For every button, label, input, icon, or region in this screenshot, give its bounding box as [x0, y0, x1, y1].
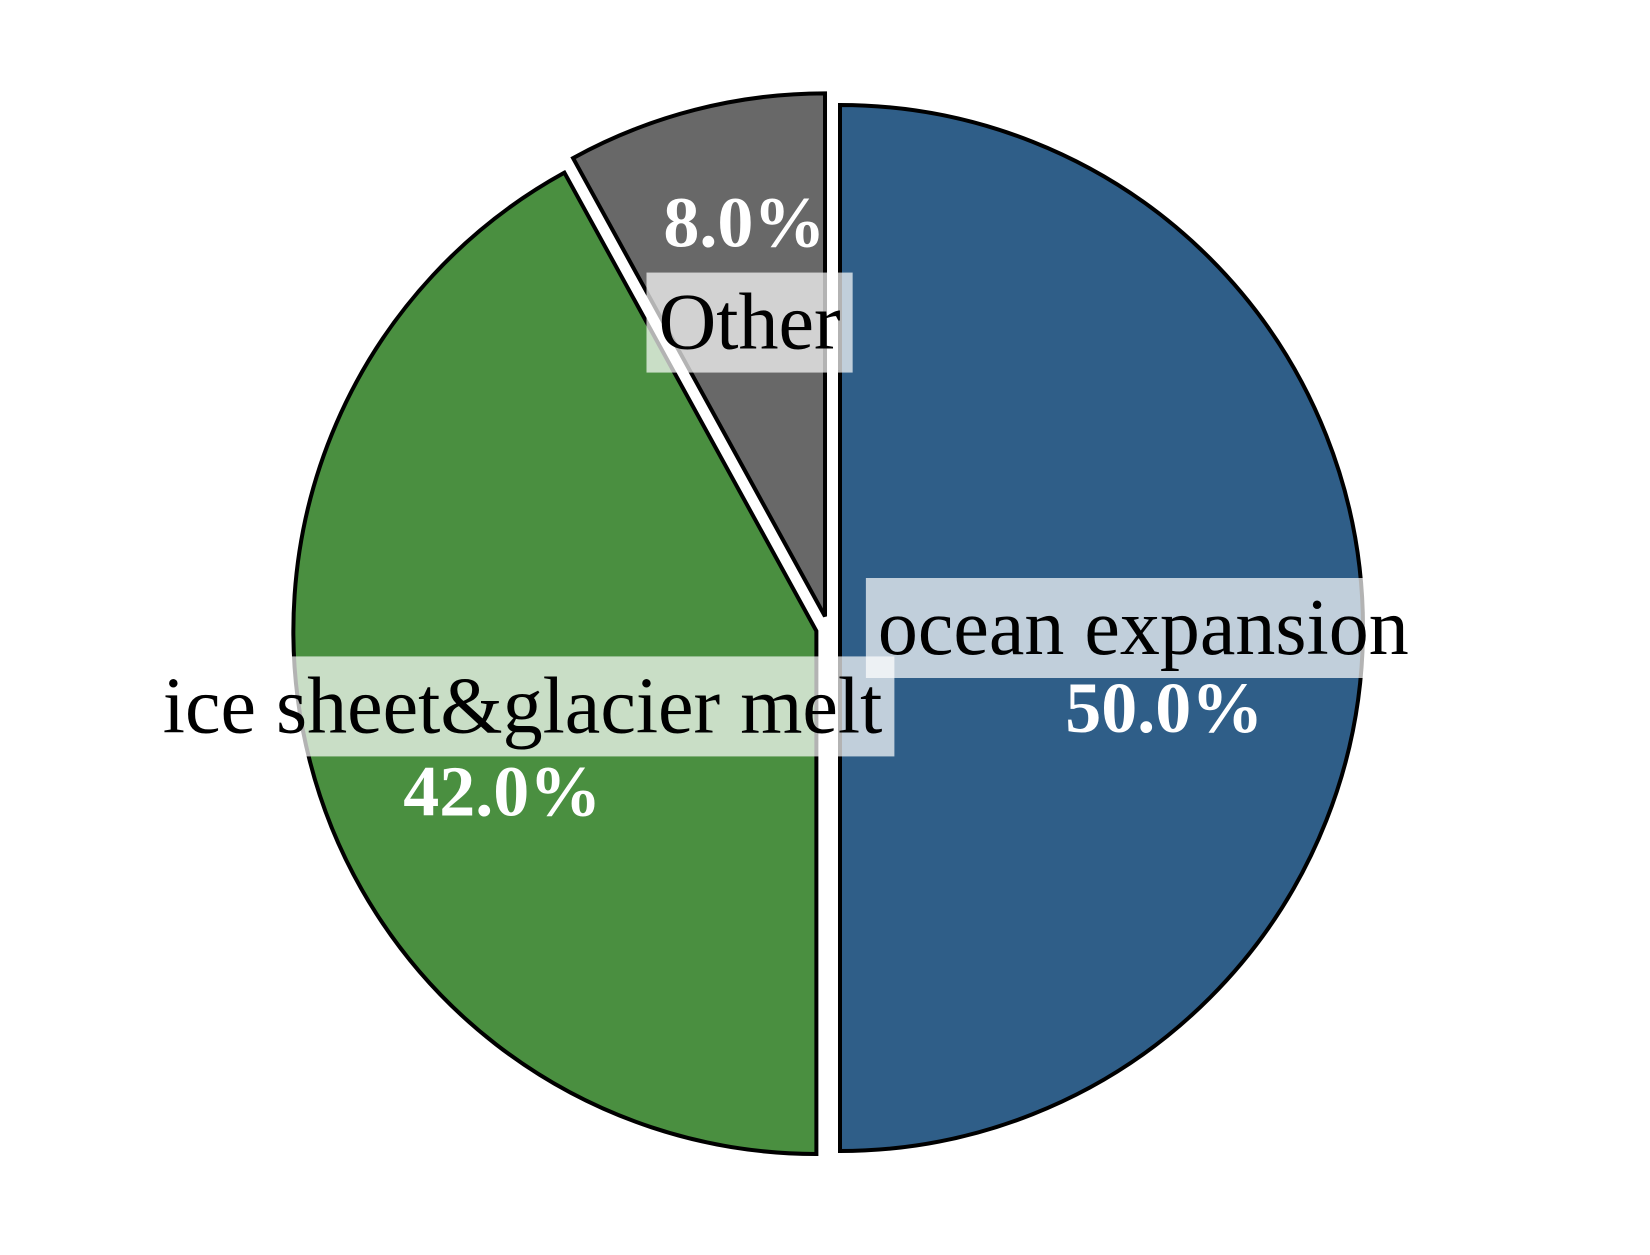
category-label-box-other — [646, 272, 853, 373]
category-label-ice-sheet-glacier-melt: ice sheet&glacier melt — [163, 662, 883, 750]
category-label-box-ocean-expansion — [865, 578, 1421, 678]
category-label-box-ice-sheet-glacier-melt — [150, 656, 895, 757]
category-label-group-other: Other — [646, 272, 853, 373]
percent-label-other: 8.0% — [663, 182, 825, 262]
category-label-group-ocean-expansion: ocean expansion — [865, 578, 1421, 678]
percent-label-ocean-expansion: 50.0% — [1065, 668, 1263, 748]
category-label-other: Other — [659, 279, 841, 367]
percent-labels-layer: 50.0% 42.0% 8.0% — [403, 182, 1263, 831]
percent-label-ice-sheet-glacier-melt: 42.0% — [403, 752, 601, 832]
category-label-group-ice-sheet-glacier-melt: ice sheet&glacier melt — [150, 656, 895, 757]
category-label-ocean-expansion: ocean expansion — [878, 584, 1409, 672]
